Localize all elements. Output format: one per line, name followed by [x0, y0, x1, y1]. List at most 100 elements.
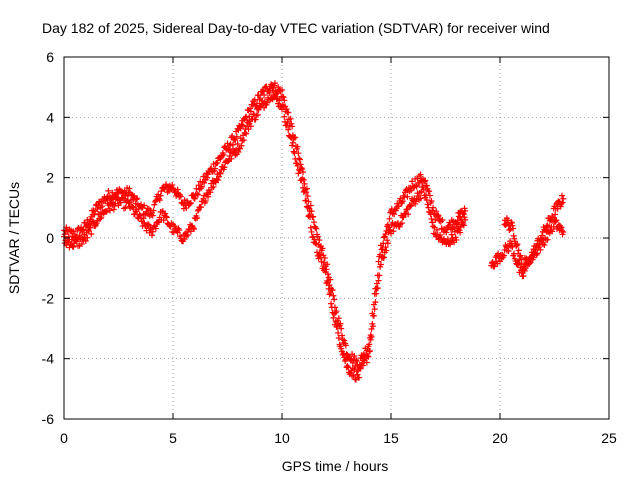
data-point — [308, 228, 315, 235]
data-point — [429, 219, 436, 226]
data-point — [520, 272, 527, 279]
data-point — [338, 345, 345, 352]
data-point — [152, 225, 159, 232]
data-point — [413, 183, 420, 190]
data-point — [417, 195, 424, 202]
data-point — [299, 175, 306, 182]
data-point — [317, 251, 324, 258]
data-point — [194, 207, 201, 214]
y-tick-label: 0 — [46, 230, 54, 246]
data-point — [403, 206, 410, 213]
data-point — [266, 89, 273, 96]
data-point — [205, 193, 212, 200]
data-point — [386, 215, 393, 222]
data-point — [327, 289, 334, 296]
data-point — [221, 164, 228, 171]
data-point — [198, 204, 205, 211]
data-point — [160, 217, 167, 224]
data-point — [313, 225, 320, 232]
data-point — [404, 193, 411, 200]
data-point — [408, 202, 415, 209]
data-point — [443, 229, 450, 236]
data-point — [552, 211, 559, 218]
data-point — [342, 356, 349, 363]
data-point — [177, 193, 184, 200]
data-point — [294, 143, 301, 150]
data-point — [198, 183, 205, 190]
y-tick-label: -6 — [42, 411, 55, 427]
data-point — [151, 201, 158, 208]
data-point — [296, 167, 303, 174]
data-point — [174, 186, 181, 193]
y-tick-label: 4 — [46, 109, 54, 125]
data-point — [400, 214, 407, 221]
data-point — [342, 342, 349, 349]
data-point — [130, 204, 137, 211]
data-point — [190, 224, 197, 231]
data-point — [163, 214, 170, 221]
data-point — [376, 272, 383, 279]
data-point — [387, 227, 394, 234]
data-point — [319, 245, 326, 252]
data-points — [61, 80, 567, 383]
data-point — [202, 198, 209, 205]
data-point — [143, 227, 150, 234]
data-point — [303, 197, 310, 204]
data-point — [422, 177, 429, 184]
data-point — [194, 215, 201, 222]
data-point — [370, 312, 377, 319]
data-point — [335, 329, 342, 336]
data-point — [228, 155, 235, 162]
data-point — [349, 359, 356, 366]
data-point — [525, 261, 532, 268]
data-point — [136, 211, 143, 218]
x-tick-label: 0 — [60, 430, 68, 446]
data-point — [324, 261, 331, 268]
data-point — [156, 197, 163, 204]
data-point — [191, 195, 198, 202]
data-point — [437, 231, 444, 238]
data-point — [371, 306, 378, 313]
data-point — [460, 221, 467, 228]
data-point — [444, 236, 451, 243]
data-point — [210, 183, 217, 190]
data-point — [162, 210, 169, 217]
data-point — [544, 236, 551, 243]
data-point — [331, 296, 338, 303]
data-point — [301, 180, 308, 187]
x-tick-label: 15 — [383, 430, 399, 446]
data-point — [69, 243, 76, 250]
data-point — [351, 352, 358, 359]
data-point — [377, 261, 384, 268]
data-point — [313, 240, 320, 247]
data-point — [141, 219, 148, 226]
data-point — [287, 115, 294, 122]
data-point — [187, 199, 194, 206]
data-point — [162, 213, 169, 220]
data-point — [530, 254, 537, 261]
data-point — [338, 332, 345, 339]
data-point — [509, 243, 516, 250]
data-point — [145, 221, 152, 228]
data-point — [288, 120, 295, 127]
data-point — [207, 189, 214, 196]
data-point — [409, 178, 416, 185]
data-point — [280, 94, 287, 101]
x-axis-label: GPS time / hours — [282, 458, 389, 474]
data-point — [334, 323, 341, 330]
data-point — [279, 86, 285, 93]
data-point — [141, 211, 148, 218]
data-point — [379, 245, 386, 252]
data-point — [365, 353, 372, 360]
data-point — [395, 203, 402, 210]
series-track-d — [501, 215, 567, 273]
data-point — [311, 236, 318, 243]
data-point — [428, 215, 435, 222]
data-point — [103, 208, 110, 215]
data-point — [356, 374, 363, 381]
data-point — [70, 243, 77, 250]
data-point — [134, 195, 141, 202]
data-point — [537, 246, 544, 253]
data-point — [350, 372, 357, 379]
